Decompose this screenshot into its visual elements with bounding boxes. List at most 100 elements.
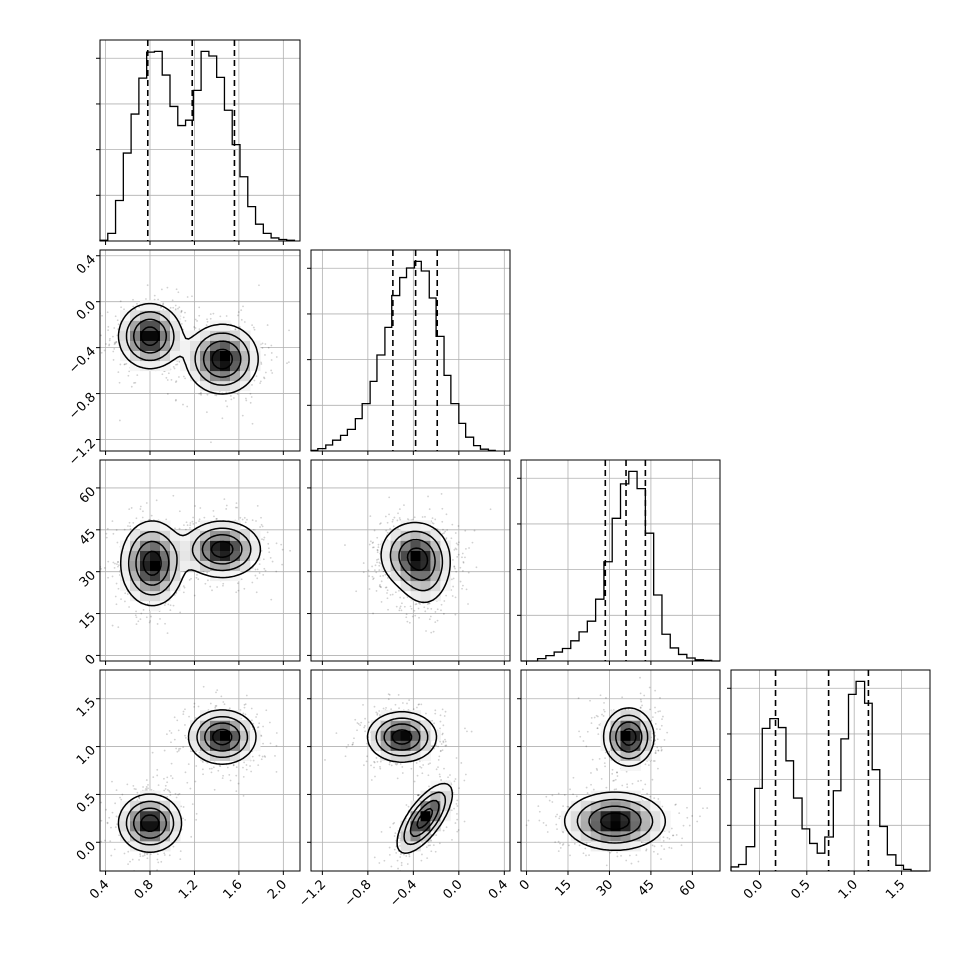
scatter-point	[379, 585, 382, 588]
scatter-point	[637, 780, 640, 782]
scatter-point	[103, 349, 106, 352]
y-tick-label: 0.4	[74, 252, 99, 277]
scatter-point	[641, 788, 644, 791]
scatter-point	[354, 718, 357, 721]
density-cell	[240, 540, 251, 551]
scatter-point	[249, 401, 252, 404]
scatter-point	[377, 546, 380, 548]
scatter-point	[124, 592, 127, 595]
scatter-point	[191, 803, 194, 806]
scatter-point	[219, 765, 222, 768]
scatter-point	[197, 705, 200, 708]
scatter-point	[437, 759, 440, 761]
density-cell	[570, 820, 582, 832]
density-cell	[420, 720, 431, 731]
scatter-point	[419, 603, 421, 605]
scatter-point	[456, 555, 459, 558]
scatter-point	[111, 575, 114, 578]
scatter-point	[441, 532, 444, 535]
density-cell	[430, 790, 441, 802]
scatter-point	[645, 848, 648, 851]
scatter-point	[184, 724, 186, 726]
scatter-point	[129, 860, 131, 863]
density-cell	[210, 350, 221, 362]
density-cell	[390, 730, 402, 741]
density-cell	[120, 550, 131, 561]
density-cell	[420, 590, 431, 602]
scatter-point	[659, 728, 661, 731]
scatter-point	[546, 831, 549, 833]
scatter-point	[413, 516, 416, 519]
scatter-point	[215, 394, 218, 397]
scatter-point	[461, 587, 463, 590]
scatter-point	[439, 750, 442, 753]
scatter-point	[538, 819, 541, 822]
y-tick-label: 30	[77, 568, 99, 590]
scatter-point	[426, 857, 429, 859]
density-cell	[170, 550, 181, 561]
scatter-point	[559, 842, 561, 845]
scatter-point	[416, 774, 419, 777]
scatter-point	[202, 685, 205, 688]
scatter-point	[142, 786, 144, 788]
contour-line	[127, 527, 252, 596]
scatter-point	[653, 760, 656, 762]
scatter-point	[659, 697, 661, 699]
density-cell	[400, 720, 411, 731]
density-cell	[440, 550, 451, 561]
scatter-point	[388, 846, 391, 849]
scatter-point	[237, 782, 240, 785]
scatter-point	[545, 824, 548, 827]
scatter-point	[152, 776, 155, 778]
scatter-point	[605, 864, 608, 867]
scatter-point	[640, 841, 643, 844]
scatter-point	[450, 578, 453, 581]
scatter-point	[260, 363, 263, 365]
scatter-point	[556, 828, 558, 831]
scatter-point	[239, 326, 241, 328]
density-cell	[150, 320, 161, 331]
scatter-point	[408, 853, 411, 856]
scatter-point	[408, 855, 411, 858]
scatter-point	[706, 807, 709, 809]
scatter-point	[214, 705, 217, 707]
scatter-point	[132, 305, 135, 308]
scatter-point	[424, 610, 427, 613]
density-cell	[250, 360, 261, 372]
scatter-point	[177, 729, 180, 732]
scatter-point	[261, 347, 264, 349]
density-cell	[150, 800, 161, 812]
scatter-point	[197, 578, 200, 581]
scatter-point	[599, 694, 602, 697]
scatter-point	[394, 762, 397, 765]
density-cell	[440, 790, 451, 802]
scatter-point	[143, 854, 146, 857]
scatter-point	[421, 853, 423, 856]
panel-frame	[99, 249, 301, 452]
scatter-point	[407, 805, 410, 808]
scatter-point	[237, 311, 240, 313]
scatter-point	[218, 390, 221, 393]
scatter-point	[437, 745, 439, 748]
scatter-point	[275, 570, 278, 573]
scatter-point	[100, 819, 103, 822]
scatter-point	[579, 735, 582, 738]
scatter-point	[387, 698, 390, 701]
density-cell	[230, 540, 241, 551]
density-cell	[400, 840, 411, 852]
density-cell	[410, 720, 421, 731]
density-cell	[570, 800, 582, 812]
contour-line	[132, 722, 241, 839]
scatter-point	[406, 620, 409, 623]
scatter-point	[537, 805, 540, 808]
density-cell	[400, 550, 411, 561]
scatter-point	[380, 601, 383, 603]
density-cell	[590, 820, 602, 832]
scatter-point	[591, 758, 594, 761]
scatter-point	[180, 309, 183, 312]
scatter-point	[434, 611, 437, 613]
scatter-point	[475, 566, 478, 569]
scatter-point	[244, 521, 247, 524]
scatter-point	[135, 616, 138, 619]
